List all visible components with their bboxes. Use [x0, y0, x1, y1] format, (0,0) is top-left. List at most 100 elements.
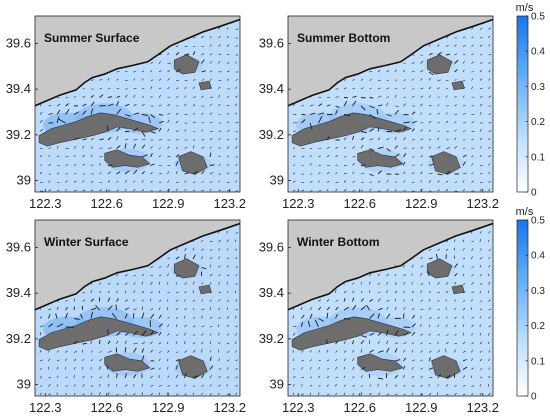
velocity-arrow — [318, 375, 320, 379]
velocity-arrow — [73, 137, 79, 141]
velocity-arrow — [150, 385, 154, 387]
velocity-arrow — [82, 179, 85, 183]
velocity-arrow — [48, 308, 52, 311]
velocity-arrow — [428, 376, 433, 379]
velocity-arrow — [141, 189, 145, 192]
velocity-arrow — [437, 324, 440, 328]
velocity-arrow — [141, 266, 145, 268]
velocity-arrow — [235, 79, 238, 81]
velocity-arrow — [428, 95, 431, 98]
velocity-arrow — [437, 104, 440, 107]
x-tick-label: 123.2 — [466, 400, 499, 415]
velocity-arrow — [403, 180, 406, 183]
velocity-arrow — [209, 70, 213, 73]
velocity-arrow — [352, 384, 355, 387]
velocity-arrow — [292, 376, 296, 379]
velocity-arrow — [445, 112, 448, 115]
velocity-arrow — [201, 129, 204, 132]
velocity-arrow — [445, 334, 449, 336]
velocity-arrow — [65, 350, 68, 353]
mainland — [35, 16, 240, 106]
velocity-arrow — [158, 256, 161, 260]
velocity-arrow — [124, 114, 131, 117]
velocity-arrow — [201, 392, 203, 396]
velocity-arrow — [209, 61, 212, 64]
island — [198, 80, 212, 91]
velocity-arrow — [73, 384, 76, 387]
velocity-arrow — [48, 105, 52, 107]
velocity-arrow — [454, 129, 457, 132]
velocity-arrow — [175, 299, 179, 302]
velocity-arrow — [218, 103, 221, 107]
velocity-arrow — [309, 384, 313, 387]
velocity-arrow — [99, 94, 104, 98]
velocity-arrow — [107, 136, 112, 141]
velocity-arrow — [335, 358, 337, 362]
velocity-arrow — [428, 290, 432, 294]
velocity-arrow — [369, 332, 375, 336]
velocity-arrow — [175, 52, 180, 56]
velocity-arrow — [360, 392, 362, 396]
velocity-arrow — [445, 180, 449, 183]
velocity-arrow — [167, 146, 170, 149]
velocity-arrow — [369, 87, 372, 90]
velocity-arrow — [175, 154, 180, 158]
velocity-arrow — [471, 324, 474, 328]
island — [198, 284, 212, 295]
velocity-arrow — [386, 180, 389, 183]
velocity-arrow — [428, 113, 432, 115]
velocity-arrow — [158, 331, 162, 336]
velocity-arrow — [124, 332, 129, 336]
velocity-arrow — [479, 392, 482, 396]
velocity-arrow — [116, 136, 119, 141]
velocity-arrow — [462, 69, 465, 73]
velocity-arrow — [394, 129, 402, 132]
velocity-arrow — [201, 112, 204, 115]
velocity-arrow — [150, 274, 154, 277]
velocity-arrow — [428, 129, 431, 132]
velocity-arrow — [218, 26, 221, 30]
velocity-arrow — [99, 376, 102, 379]
velocity-arrow — [48, 164, 51, 166]
velocity-arrow — [39, 359, 43, 362]
velocity-arrow — [209, 307, 211, 311]
velocity-arrow — [352, 340, 355, 345]
velocity-arrow — [488, 43, 491, 47]
velocity-arrow — [318, 172, 321, 175]
velocity-arrow — [235, 359, 239, 362]
velocity-arrow — [343, 146, 347, 149]
velocity-arrow — [99, 366, 101, 370]
velocity-arrow — [226, 44, 230, 47]
velocity-arrow — [167, 128, 170, 132]
velocity-arrow — [411, 314, 416, 319]
velocity-arrow — [411, 256, 415, 260]
velocity-arrow — [360, 335, 367, 338]
velocity-arrow — [471, 163, 474, 166]
velocity-arrow — [445, 374, 451, 379]
velocity-arrow — [167, 350, 170, 353]
velocity-arrow — [394, 265, 396, 268]
velocity-arrow — [454, 299, 457, 302]
velocity-arrow — [90, 359, 93, 362]
velocity-arrow — [445, 120, 449, 124]
velocity-arrow — [343, 340, 346, 345]
velocity-arrow — [82, 358, 84, 362]
velocity-arrow — [292, 315, 294, 319]
velocity-arrow — [318, 299, 321, 302]
velocity-arrow — [82, 145, 85, 149]
velocity-arrow — [226, 299, 230, 302]
velocity-arrow — [184, 315, 186, 319]
velocity-arrow — [369, 299, 373, 302]
velocity-arrow — [445, 282, 449, 285]
velocity-arrow — [454, 44, 457, 47]
island — [291, 112, 412, 147]
velocity-arrow — [428, 249, 432, 251]
velocity-arrow — [39, 155, 42, 158]
velocity-arrow — [201, 146, 205, 149]
velocity-arrow — [403, 342, 407, 345]
velocity-arrow — [479, 146, 482, 149]
velocity-arrow — [124, 170, 130, 175]
velocity-arrow — [437, 51, 442, 56]
velocity-arrow — [428, 350, 432, 353]
velocity-arrow — [462, 283, 466, 285]
